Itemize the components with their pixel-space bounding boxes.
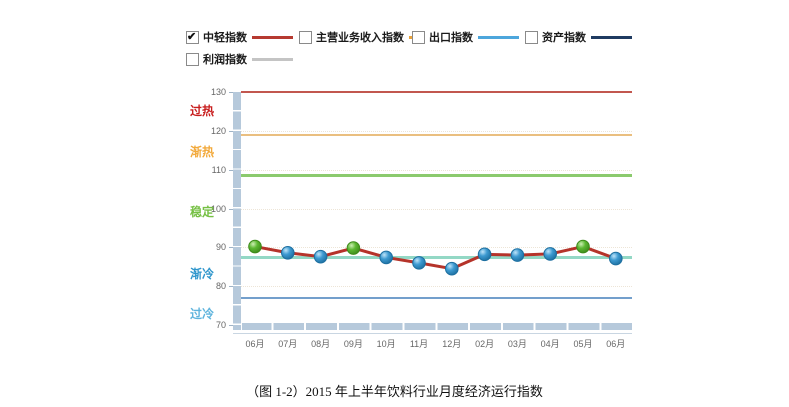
y-axis-label: 110 (211, 164, 226, 175)
legend-checkbox[interactable] (186, 52, 199, 66)
x-axis-label: 09月 (343, 339, 363, 349)
legend-item-2[interactable]: 出口指数 (412, 26, 525, 48)
gridline (241, 130, 632, 132)
y-axis-tick (229, 130, 233, 132)
legend-item-1[interactable]: 主营业务收入指数 (299, 26, 419, 48)
reference-line (241, 133, 632, 136)
data-point-11月[interactable] (412, 256, 426, 270)
zone-label: 过热 (189, 103, 214, 118)
gridline (241, 169, 632, 171)
legend-checkbox[interactable] (299, 30, 312, 44)
y-axis-tick (229, 247, 233, 249)
legend-checkbox[interactable] (412, 30, 425, 44)
x-axis-label: 02月 (475, 339, 495, 349)
y-axis-label: 90 (215, 242, 226, 253)
legend-checkbox[interactable] (186, 30, 199, 44)
x-axis-label: 06月 (606, 339, 626, 349)
reference-line (241, 173, 632, 177)
legend-line-swatch (478, 35, 519, 39)
data-point-12月[interactable] (445, 261, 459, 276)
y-axis-label: 120 (210, 125, 226, 136)
data-point-06月[interactable] (609, 251, 623, 266)
zone-label: 稳定 (189, 204, 214, 219)
y-axis-label: 100 (210, 203, 226, 214)
data-point-04月[interactable] (543, 247, 558, 261)
y-axis-label: 130 (210, 87, 226, 97)
data-point-02月[interactable] (477, 247, 492, 262)
x-axis-label: 03月 (507, 339, 527, 349)
data-point-03月[interactable] (510, 248, 525, 262)
x-axis-label: 06月 (245, 339, 265, 349)
data-point-10月[interactable] (379, 250, 393, 265)
zone-label: 渐热 (189, 145, 214, 160)
x-axis-label: 04月 (540, 339, 560, 349)
gridline (241, 247, 632, 249)
x-axis-label: 05月 (573, 339, 593, 349)
y-axis-tick (229, 325, 233, 326)
y-axis-tick (229, 286, 233, 288)
data-point-07月[interactable] (281, 245, 295, 260)
data-point-08月[interactable] (313, 249, 328, 264)
x-axis-label: 12月 (442, 339, 462, 349)
chart-caption: （图 1-2）2015 年上半年饮料行业月度经济运行指数 (246, 384, 543, 399)
reference-line (241, 296, 632, 299)
y-axis-label: 70 (215, 320, 226, 330)
plot-area: 70 80 90 100 110 120 130 过热渐热稳定渐冷过冷 06月 07月 08月 09月… (190, 87, 632, 349)
x-axis-label: 08月 (311, 339, 331, 349)
y-axis-tick (229, 169, 233, 171)
legend-label: 资产指数 (542, 32, 586, 44)
reference-line (241, 91, 632, 93)
data-point-09月[interactable] (346, 241, 361, 255)
legend-line-swatch (252, 35, 293, 39)
y-axis-label: 80 (215, 281, 226, 292)
legend-label: 利润指数 (203, 54, 247, 66)
legend-item-3[interactable]: 资产指数 (525, 26, 638, 48)
legend-label: 中轻指数 (203, 32, 247, 44)
data-point-06月[interactable] (248, 239, 262, 254)
zone-label: 渐冷 (189, 266, 214, 281)
legend-label: 出口指数 (429, 32, 473, 44)
x-axis-label: 07月 (278, 339, 298, 349)
legend-line-swatch (591, 35, 632, 39)
y-axis-tick (229, 92, 233, 93)
reference-line (241, 255, 632, 259)
x-axis-label: 10月 (376, 339, 396, 349)
gridline (241, 286, 632, 288)
legend-checkbox[interactable] (525, 30, 538, 44)
gridline (241, 208, 632, 210)
data-point-05月[interactable] (576, 239, 590, 254)
y-axis-bar (233, 92, 241, 330)
y-axis-tick (229, 208, 233, 210)
x-axis-line (233, 333, 632, 334)
legend-line-swatch (252, 57, 293, 61)
x-axis-bar (242, 323, 632, 330)
trend-line-svg (248, 239, 623, 276)
series-line (253, 245, 618, 271)
zone-label: 过冷 (189, 307, 214, 322)
legend-label: 主营业务收入指数 (316, 32, 404, 44)
x-axis-label: 11月 (409, 339, 429, 349)
legend-item-0[interactable]: 中轻指数 (186, 26, 299, 48)
legend-item-4[interactable]: 利润指数 (186, 48, 299, 70)
